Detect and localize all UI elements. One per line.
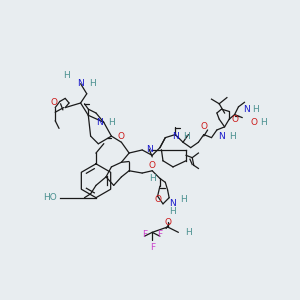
Text: N: N <box>77 79 84 88</box>
Text: O: O <box>50 98 57 107</box>
Text: HO: HO <box>43 193 57 202</box>
Text: H: H <box>63 71 70 80</box>
Text: F: F <box>157 230 163 239</box>
Text: O: O <box>118 132 125 141</box>
Text: H: H <box>184 132 190 141</box>
Text: N: N <box>169 200 176 208</box>
Text: H: H <box>169 207 176 216</box>
Text: H: H <box>180 195 186 204</box>
Text: H: H <box>89 79 95 88</box>
Text: H: H <box>252 105 259 114</box>
Text: O: O <box>164 218 171 227</box>
Text: O: O <box>250 118 257 127</box>
Text: N: N <box>97 118 103 127</box>
Text: H: H <box>149 174 156 183</box>
Text: N: N <box>172 132 179 141</box>
Text: F: F <box>142 230 147 239</box>
Text: N: N <box>218 132 225 141</box>
Text: O: O <box>149 161 156 170</box>
Text: H: H <box>229 132 236 141</box>
Text: H: H <box>108 118 115 127</box>
Text: N: N <box>243 105 250 114</box>
Text: H: H <box>260 118 266 127</box>
Text: N: N <box>146 146 153 154</box>
Text: O: O <box>231 115 238 124</box>
Text: F: F <box>150 243 155 252</box>
Text: O: O <box>154 195 161 204</box>
Text: H: H <box>185 228 192 237</box>
Text: O: O <box>200 122 207 131</box>
